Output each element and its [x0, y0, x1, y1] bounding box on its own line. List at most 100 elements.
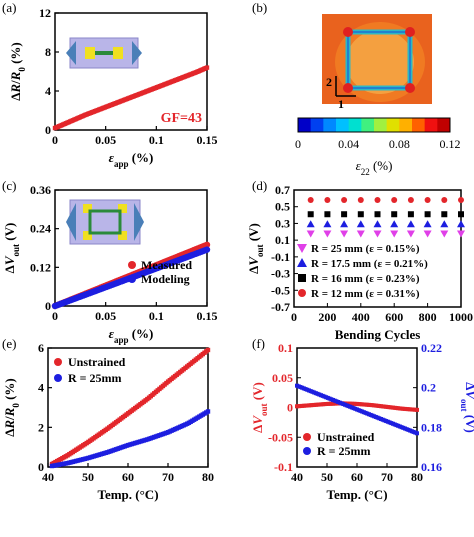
x-axis-label: Temp. (°C): [326, 487, 387, 502]
data-point: [203, 246, 211, 253]
x-tick-label: 0.1: [149, 309, 164, 323]
y-tick-label: 0.7: [275, 183, 290, 197]
panel-f: 40 50 60 70 80 -0.1 -0.05 0 0.05 0.1 0.16 0.18 0.2 0.…: [250, 341, 474, 502]
gauge-factor-annotation: GF=43: [161, 111, 202, 126]
series-r25: [295, 383, 419, 436]
data-point: [415, 407, 419, 412]
y-tick-label: 0.1: [275, 233, 290, 247]
y-right-tick-label: 0.22: [421, 341, 442, 355]
legend-label: Unstrained: [68, 355, 126, 369]
sensor-bridge: [88, 209, 122, 235]
legend-label: Modeling: [141, 272, 190, 286]
series-points: [49, 347, 211, 467]
y-tick-label: 2: [38, 420, 44, 434]
legend-label: R = 25mm: [68, 371, 122, 385]
y-tick-label: -0.3: [271, 267, 290, 281]
data-point: [423, 230, 432, 238]
data-point: [440, 230, 449, 238]
electrode-pad: [118, 231, 127, 240]
panel-label: (c): [2, 178, 16, 193]
colorbar-cell: [412, 118, 426, 132]
colorbar-cell: [399, 118, 413, 132]
y-axis-label: ΔVout (V): [2, 223, 21, 274]
device-substrate: [69, 199, 141, 245]
y-tick-label: 0: [287, 401, 293, 415]
data-point: [341, 211, 348, 218]
colorbar-cell: [437, 118, 451, 132]
y-right-tick-label: 0.2: [421, 381, 436, 395]
data-point: [307, 211, 314, 218]
colorbar-cell: [310, 118, 324, 132]
x-axis-label: εapp (%): [109, 150, 154, 169]
y-tick-label: -0.05: [268, 430, 293, 444]
data-point: [303, 447, 311, 455]
data-point: [204, 65, 210, 70]
x-tick-label: 0.1: [149, 133, 164, 147]
right-arrow-icon: [132, 41, 142, 65]
data-point: [441, 211, 448, 218]
legend-label: R = 25 mm (ε = 0.15%): [311, 243, 420, 255]
data-point: [306, 230, 315, 238]
data-point: [441, 197, 448, 204]
x-tick-label: 50: [82, 470, 94, 484]
panel-label: (d): [252, 178, 267, 193]
panel-b: 12 0 0.04 0.08 0.12 ε22 (%): [295, 14, 461, 177]
x-tick-label: 70: [381, 470, 393, 484]
series-points: [307, 197, 464, 204]
x-tick-label: 0.05: [95, 133, 116, 147]
x-tick-label: 200: [318, 310, 336, 324]
data-point: [298, 289, 306, 297]
colorbar-cell: [386, 118, 400, 132]
series-points: [307, 211, 464, 218]
colorbar-cell: [374, 118, 388, 132]
data-point: [303, 433, 311, 441]
y-tick-label: 4: [38, 381, 44, 395]
data-point: [306, 220, 315, 228]
data-point: [307, 197, 314, 204]
x-tick-label: 0: [291, 310, 297, 324]
x-axis-label: εapp (%): [109, 326, 154, 345]
data-point: [341, 197, 348, 204]
electrode-pad: [85, 47, 95, 59]
data-point: [323, 220, 332, 228]
y-right-tick-label: 0.18: [421, 420, 442, 434]
x-axis-label: Bending Cycles: [335, 327, 421, 342]
data-point: [407, 211, 414, 218]
data-point: [323, 230, 332, 238]
y-tick-label: 0: [45, 299, 51, 313]
left-arrow-icon: [66, 203, 76, 241]
x-tick-label: 80: [202, 470, 214, 484]
x-axis-label: Temp. (°C): [97, 487, 158, 502]
panel-a: 0 0.05 0.1 0.15 0 4 8 12 GF=43 εapp (%) ΔR/R0 (%): [8, 6, 218, 169]
data-point: [407, 197, 414, 204]
x-tick-label: 0.05: [95, 309, 116, 323]
y-axis-label: ΔR/R0 (%): [2, 378, 21, 437]
data-point: [458, 211, 464, 218]
data-point: [54, 374, 62, 382]
data-point: [440, 220, 449, 228]
colorbar-frame: [297, 117, 451, 133]
data-point: [406, 220, 415, 228]
x-tick-label: 600: [385, 310, 403, 324]
x-tick-label: 800: [419, 310, 437, 324]
data-point: [457, 230, 465, 238]
data-point: [297, 258, 307, 267]
x-tick-label: 60: [122, 470, 134, 484]
axis-1-label: 1: [338, 97, 344, 111]
y-tick-label: 0: [38, 460, 44, 474]
data-point: [128, 275, 136, 283]
panel-d: 0 200 400 600 800 1000 -0.7 -0.5 -0.3 -0.1 0.1 0.3 0…: [246, 183, 473, 342]
y-tick-label: 12: [39, 6, 51, 20]
y-tick-label: 0.24: [30, 222, 51, 236]
data-point: [406, 230, 415, 238]
electrode-pad: [83, 231, 92, 240]
y-tick-label: 0.1: [278, 341, 293, 355]
x-tick-label: 1000: [449, 310, 473, 324]
data-point: [423, 220, 432, 228]
data-point: [415, 431, 419, 436]
y-tick-label: 6: [38, 341, 44, 355]
legend-label: Unstrained: [317, 430, 375, 444]
panel-c: 0 0.05 0.1 0.15 0 0.12 0.24 0.36 MeasuredModelin…: [2, 183, 218, 345]
electrode-pad: [118, 204, 127, 213]
panel-label: (e): [2, 336, 16, 351]
